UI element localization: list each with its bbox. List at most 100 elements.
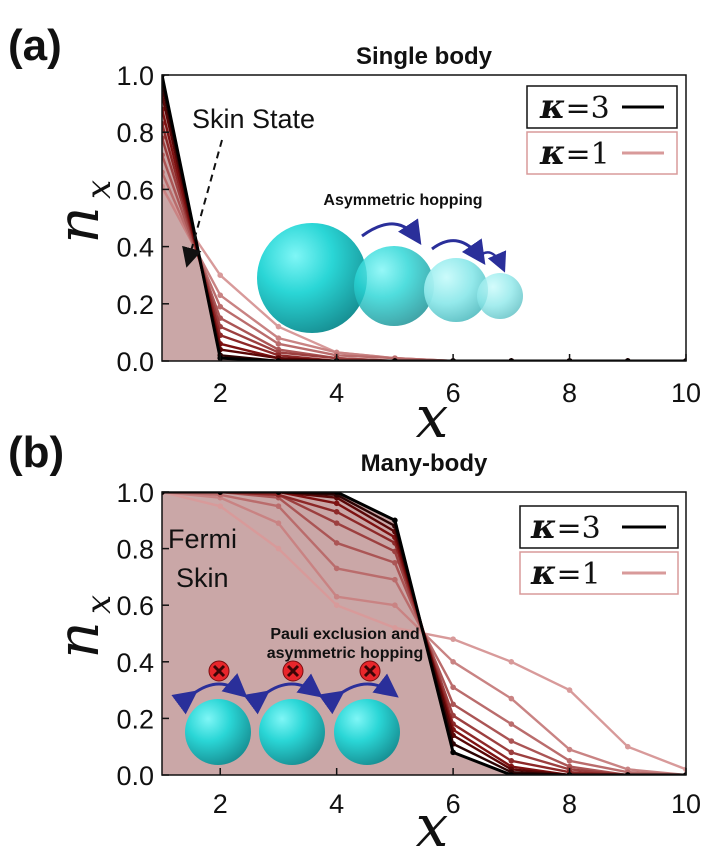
hop-arrow-icon [361, 218, 422, 245]
panel-a-y-ticks: 0.0 0.2 0.4 0.6 0.8 1.0 [116, 61, 169, 377]
sphere-icon [424, 258, 488, 322]
panel-b-inset: Pauli exclusion and asymmetric hopping [171, 626, 423, 765]
data-point [217, 303, 224, 310]
y-tick-label: 1.0 [116, 478, 154, 508]
data-point [450, 659, 456, 665]
hop-arrow-icon [318, 673, 399, 715]
series-line [162, 109, 686, 361]
data-point [333, 500, 340, 507]
series-line [162, 154, 686, 361]
data-point [508, 738, 515, 744]
y-tick-label: 1.0 [116, 61, 154, 91]
x-tick-label: 2 [213, 789, 228, 819]
data-point [508, 721, 515, 727]
x-tick-label: 2 [213, 378, 228, 408]
data-point [333, 565, 340, 572]
panel-b-x-ticks: 2 4 6 8 10 [213, 768, 701, 819]
data-point [333, 593, 340, 600]
x-tick-label: 6 [446, 378, 461, 408]
forbid-icon [282, 660, 304, 682]
data-point [624, 743, 631, 750]
legend-entry-kappa3: κ=3 [530, 507, 601, 547]
panel-b: (b) Many-body 2 4 6 8 10 0.00.20.40.60.81.0 … [8, 428, 701, 850]
data-point [392, 517, 398, 524]
panel-b-label: (b) [8, 428, 64, 477]
y-tick-label: 0.4 [116, 648, 154, 678]
sphere-icon [354, 246, 434, 326]
data-point [275, 503, 282, 509]
data-point [450, 636, 456, 642]
series-line [162, 492, 686, 775]
data-point [508, 758, 515, 764]
data-point [566, 746, 573, 753]
legend-entry-kappa3: κ=3 [539, 87, 610, 127]
panel-a-title: Single body [356, 43, 493, 70]
data-point [450, 701, 456, 708]
data-point [275, 323, 282, 330]
forbid-icon [359, 660, 381, 682]
panel-a-annotation-arrow [182, 139, 223, 268]
y-tick-label: 0.0 [116, 761, 154, 791]
y-tick-label: 0.0 [116, 347, 154, 377]
y-tick-label: 0.8 [116, 118, 154, 148]
data-point [275, 545, 282, 552]
panel-b-title: Many-body [361, 450, 488, 477]
x-tick-label: 4 [329, 789, 344, 819]
data-point [217, 503, 224, 509]
y-tick-label: 0.4 [116, 233, 154, 263]
panel-b-annotation-skin: Skin [176, 563, 229, 593]
y-tick-label: 0.6 [116, 175, 154, 205]
panel-a: (a) Single body 2 4 6 8 10 0.0 0.2 0.4 0.6 0.8 1.… [8, 21, 701, 451]
data-point [275, 520, 282, 526]
panel-a-series-group [162, 75, 686, 361]
series-line [162, 123, 686, 361]
panel-a-y-axis-label-sub: x [79, 180, 119, 199]
panel-a-legend: κ=3 κ=1 [526, 85, 678, 175]
sphere-icon [334, 699, 400, 765]
panel-b-y-ticks: 0.0 0.2 0.4 0.6 0.8 1.0 [116, 478, 169, 791]
data-point [392, 602, 398, 608]
data-point [566, 687, 573, 693]
panel-a-y-axis-label: n [44, 206, 112, 243]
panel-a-y-axis-label-group: n x [44, 180, 119, 244]
x-tick-label: 6 [446, 789, 461, 819]
data-point [333, 520, 340, 526]
x-tick-label: 10 [671, 378, 701, 408]
data-point [333, 509, 340, 515]
data-point [566, 758, 573, 764]
data-point [217, 292, 224, 299]
sphere-icon [259, 699, 325, 765]
data-point [508, 659, 515, 665]
sphere-icon [257, 223, 367, 333]
y-tick-label: 0.2 [116, 704, 154, 734]
panel-a-inset-title: Asymmetric hopping [323, 192, 482, 209]
sphere-icon [185, 699, 251, 765]
data-point [275, 341, 282, 347]
panel-b-y-axis-label: n [44, 621, 112, 658]
data-point [392, 576, 398, 583]
series-line [162, 94, 686, 361]
panel-a-annotation-skin-state: Skin State [192, 104, 315, 134]
data-point [508, 695, 515, 702]
y-tick-label: 0.2 [116, 290, 154, 320]
sphere-icon [477, 273, 523, 319]
panel-b-frame [161, 491, 687, 776]
data-point [333, 540, 340, 546]
legend-entry-kappa1: κ=1 [539, 133, 610, 173]
data-point [450, 684, 456, 691]
y-tick-label: 0.6 [116, 591, 154, 621]
panel-a-plot-area [162, 75, 686, 361]
x-tick-label: 8 [562, 789, 577, 819]
panel-a-x-ticks: 2 4 6 8 10 [213, 354, 701, 408]
data-point [450, 749, 456, 756]
panel-b-y-axis-label-sub: x [79, 595, 119, 614]
data-point [508, 749, 515, 756]
x-tick-label: 4 [329, 378, 344, 408]
x-tick-label: 8 [562, 378, 577, 408]
panel-b-y-axis-label-group: n x [44, 595, 119, 659]
panel-a-x-axis-label: x [416, 383, 449, 451]
data-point [275, 335, 282, 341]
panel-a-inset: Asymmetric hopping [257, 192, 523, 333]
hop-arrow-icon [431, 238, 486, 265]
